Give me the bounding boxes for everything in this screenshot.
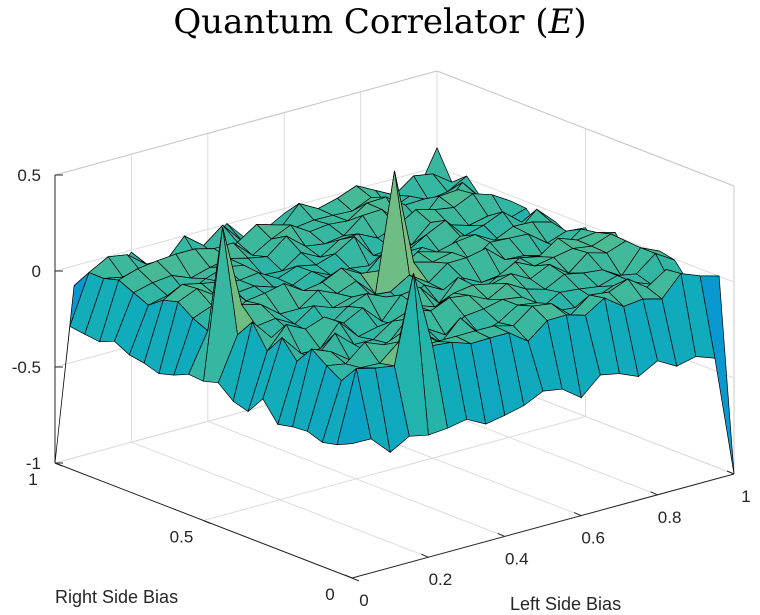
x-tick — [574, 512, 582, 517]
box-edge — [436, 70, 735, 187]
y-tick — [203, 520, 211, 524]
y-tick — [351, 577, 360, 582]
floor-grid-line — [203, 416, 586, 521]
wall-grid-line — [436, 166, 735, 283]
z-tick-label: -0.5 — [12, 358, 41, 377]
z-tick-label: 0.5 — [17, 166, 41, 185]
z-tick-label: 0 — [32, 262, 41, 281]
x-tick-label: 0.2 — [429, 570, 453, 589]
x-tick — [726, 470, 735, 475]
x-tick — [421, 553, 429, 558]
tick-labels: -1 -0.5 0 0.5 0 0.5 1 0 0.2 0.4 0.6 0.8 1 — [12, 166, 751, 610]
x-tick — [497, 532, 505, 537]
x-tick-label: 0.8 — [658, 508, 682, 527]
chart-title: Quantum Correlator (E) — [173, 2, 587, 42]
x-tick — [650, 491, 658, 496]
x-tick-label: 1 — [741, 487, 750, 506]
x-tick-label: 0.4 — [505, 549, 529, 568]
surface — [54, 146, 735, 475]
surface-face — [336, 368, 372, 446]
x-tick-label: 0 — [359, 591, 368, 610]
y-tick — [54, 462, 63, 467]
wall-grid-line — [54, 166, 438, 272]
y-axis-label: Right Side Bias — [55, 587, 178, 607]
x-tick — [344, 574, 353, 579]
x-axis-line — [351, 473, 735, 579]
y-tick-label: 1 — [28, 470, 37, 489]
x-axis-label: Left Side Bias — [510, 594, 621, 614]
x-tick-label: 0.6 — [581, 529, 605, 548]
box-edge — [54, 70, 438, 176]
y-tick-label: 0 — [325, 585, 334, 604]
y-tick-label: 0.5 — [170, 528, 194, 547]
z-tick-label: -1 — [26, 454, 41, 473]
